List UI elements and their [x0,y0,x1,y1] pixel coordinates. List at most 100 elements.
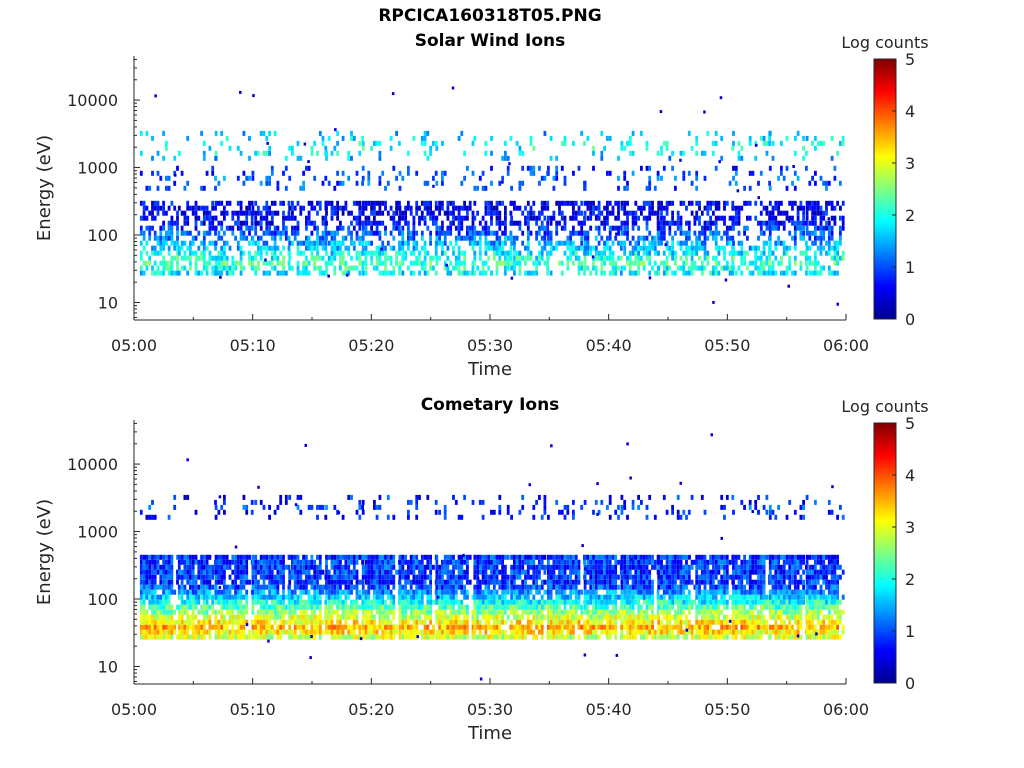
heatmap-cell [438,619,441,625]
heatmap-cell [262,245,266,251]
heatmap-cell [487,604,491,610]
heatmap-cell [504,589,507,595]
heatmap-cell [373,589,376,595]
heatmap-cell [785,215,789,221]
heatmap-cell [347,225,351,231]
heatmap-cell [473,584,477,590]
heatmap-cell [236,220,240,226]
heatmap-cell [454,619,458,625]
heatmap-cell [367,170,371,176]
heatmap-cell [808,255,812,261]
heatmap-cell [429,230,432,236]
heatmap-cell [504,265,507,271]
heatmap-cell [361,634,365,640]
heatmap-cell [580,235,584,241]
heatmap-cell [313,175,317,181]
heatmap-cell [389,564,393,570]
heatmap-cell [153,629,157,635]
heatmap-cell [508,162,511,166]
heatmap-cell [423,220,427,226]
heatmap-cell [170,634,174,640]
heatmap-cell [538,564,541,570]
heatmap-cell [174,173,177,177]
heatmap-cell [780,270,783,276]
heatmap-cell [454,624,458,630]
heatmap-cell [743,200,746,206]
heatmap-cell [501,180,504,184]
heatmap-cell [310,564,314,570]
heatmap-cell [333,599,337,605]
heatmap-cell [501,634,504,640]
heatmap-cell [307,559,311,565]
heatmap-cell [236,559,240,565]
heatmap-cell [492,584,496,590]
heatmap-cell [392,559,396,565]
heatmap-cell [449,260,453,266]
heatmap-cell [194,584,198,590]
heatmap-cell [344,624,348,630]
heatmap-cell [611,240,615,246]
heatmap-cell [191,589,195,595]
heatmap-cell [515,619,519,625]
heatmap-cell [538,494,541,500]
heatmap-cell [231,569,235,575]
heatmap-cell [336,210,339,216]
heatmap-cell [234,564,237,570]
heatmap-cell [170,200,174,206]
heatmap-cell [441,629,444,635]
colorbar-tick-label: 2 [905,206,915,225]
heatmap-cell [657,270,661,276]
heatmap-cell [540,225,544,231]
heatmap-cell [746,200,749,206]
heatmap-cell [173,240,177,246]
heatmap-cell [177,609,181,615]
heatmap-cell [717,270,721,276]
heatmap-cell [825,225,828,231]
heatmap-cell [375,559,379,565]
heatmap-cell [728,270,732,276]
heatmap-cell [202,614,206,620]
heatmap-cell [478,594,482,600]
heatmap-cell [441,200,444,206]
heatmap-cell [339,614,342,620]
colorbar-label: Log counts [841,33,928,52]
heatmap-cell [151,155,154,161]
heatmap-cell [223,260,226,266]
heatmap-cell [265,619,269,625]
heatmap-cell [299,564,303,570]
heatmap-cell [457,619,461,625]
heatmap-cell [819,140,823,146]
heatmap-cell [490,509,493,515]
heatmap-cell [415,554,419,560]
heatmap-cell [265,260,269,266]
heatmap-cell [822,140,826,146]
heatmap-cell [623,185,627,191]
heatmap-cell [211,165,215,171]
heatmap-cell [167,599,171,605]
heatmap-cell [732,225,735,231]
heatmap-cell [153,250,157,256]
heatmap-cell [782,220,786,226]
heatmap-cell [220,564,224,570]
heatmap-cell [268,609,271,615]
heatmap-cell [574,250,578,256]
heatmap-cell [217,579,221,585]
heatmap-cell [183,624,187,630]
heatmap-cell [239,584,243,590]
heatmap-cell [549,215,553,221]
heatmap-cell [327,135,331,141]
heatmap-cell [435,589,439,595]
heatmap-cell [361,230,365,236]
heatmap-cell [657,200,661,206]
heatmap-cell [270,594,274,600]
colorbar-tick-label: 4 [905,102,915,121]
heatmap-cell [318,205,322,211]
heatmap-cell [352,225,356,231]
heatmap-cell [685,250,688,256]
heatmap-cell [595,214,598,218]
heatmap-cell [293,564,297,570]
heatmap-cell [189,230,192,236]
heatmap-cell [407,564,410,570]
heatmap-cell [186,230,190,236]
heatmap-cell [310,255,314,261]
